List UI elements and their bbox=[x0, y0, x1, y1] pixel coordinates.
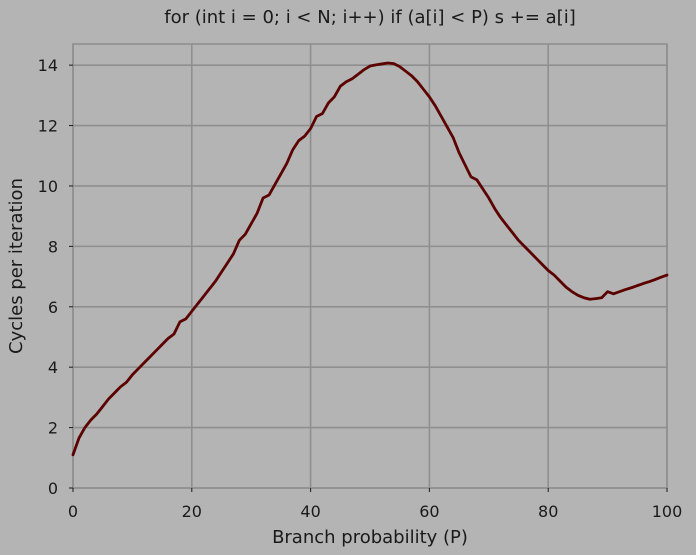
series-layer bbox=[71, 61, 669, 457]
series-line bbox=[71, 61, 669, 457]
x-tick-label: 80 bbox=[538, 502, 558, 521]
y-tick-label: 0 bbox=[48, 479, 58, 498]
grid bbox=[72, 44, 668, 489]
axis-ticks bbox=[69, 64, 668, 492]
y-tick-label: 14 bbox=[38, 56, 58, 75]
x-tick-label: 60 bbox=[419, 502, 439, 521]
y-tick-label: 8 bbox=[48, 237, 58, 256]
x-tick-label: 40 bbox=[300, 502, 320, 521]
x-tick-label: 100 bbox=[652, 502, 683, 521]
x-tick-label: 20 bbox=[182, 502, 202, 521]
y-axis-label: Cycles per iteration bbox=[6, 178, 27, 354]
y-tick-labels: 0 2 4 6 8 10 12 14 bbox=[38, 56, 58, 498]
x-axis-label: Branch probability (P) bbox=[272, 527, 468, 548]
chart-title: for (int i = 0; i < N; i++) if (a[i] < P… bbox=[164, 7, 575, 28]
y-tick-label: 2 bbox=[48, 419, 58, 438]
x-tick-labels: 0 20 40 60 80 100 bbox=[68, 502, 682, 521]
y-tick-label: 6 bbox=[48, 298, 58, 317]
plot-frame bbox=[72, 43, 668, 489]
y-tick-label: 10 bbox=[38, 177, 58, 196]
y-tick-label: 12 bbox=[38, 117, 58, 136]
y-tick-label: 4 bbox=[48, 358, 58, 377]
x-tick-label: 0 bbox=[68, 502, 78, 521]
